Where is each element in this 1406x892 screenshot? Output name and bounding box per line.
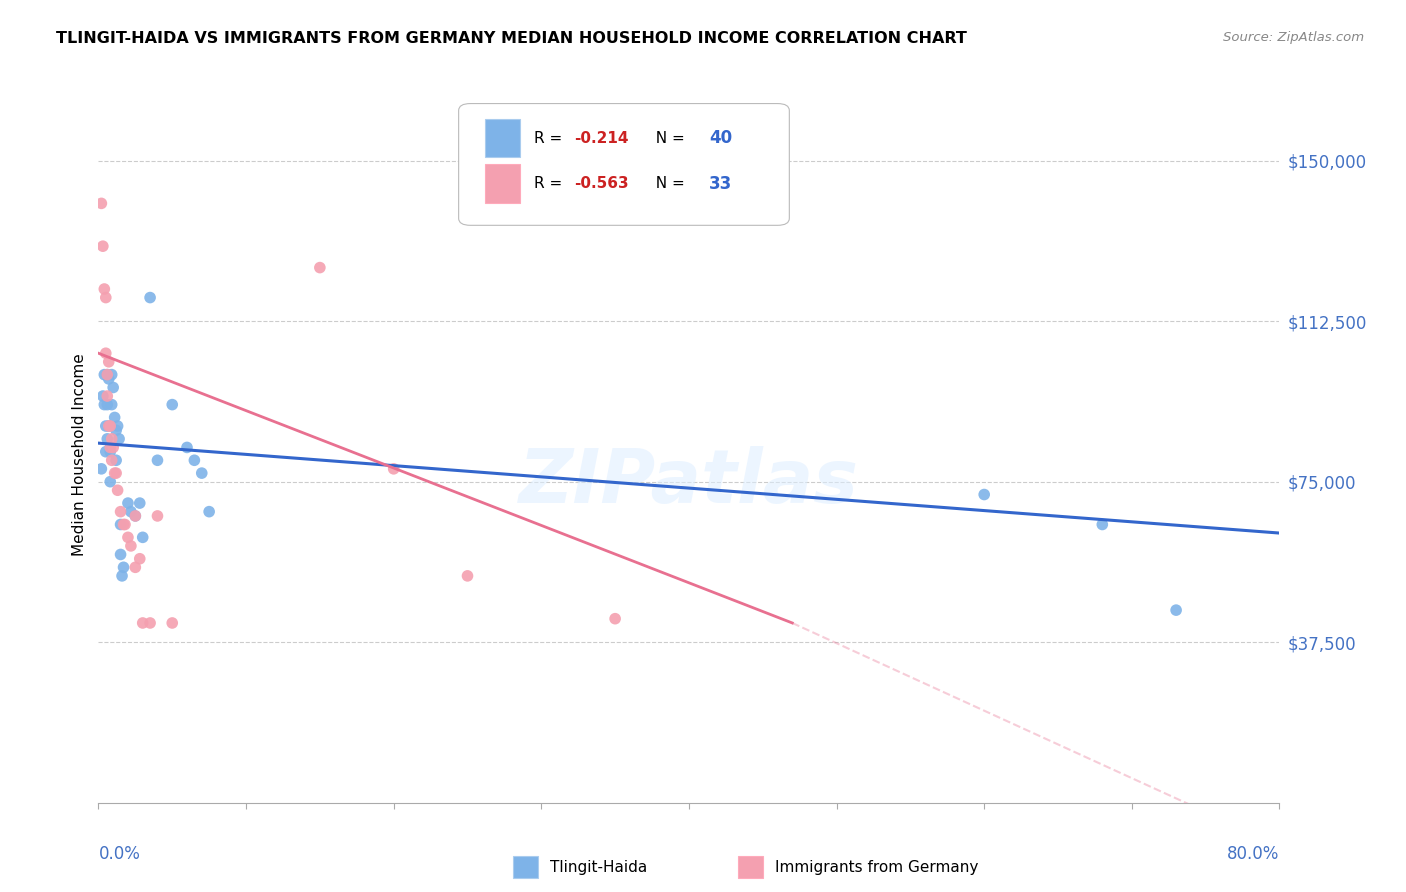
Text: 0.0%: 0.0% [98,845,141,863]
Point [98,441,121,455]
Point [146,508,169,523]
Point [110,548,132,562]
Point [162,398,183,412]
Point [90,462,112,476]
Point [98,475,121,489]
Point [96,398,118,412]
Point [128,496,150,510]
Point [146,453,169,467]
Point [120,539,142,553]
Point [100,432,122,446]
Point [198,505,221,519]
Point [108,432,131,446]
Text: R =: R = [534,131,568,146]
Point [176,441,198,455]
Point [124,508,146,523]
Y-axis label: Median Household Income: Median Household Income [72,353,87,557]
Point [973,487,995,501]
Point [105,466,128,480]
Point [162,615,183,630]
Point [104,410,127,425]
Point [97,419,120,434]
Point [94,419,117,434]
Point [112,517,135,532]
FancyBboxPatch shape [458,103,789,226]
Point [97,355,120,369]
Point [98,444,121,458]
Point [100,398,122,412]
Point [1164,603,1187,617]
Point [98,419,121,434]
Point [93,398,115,412]
Point [114,517,136,532]
Point [1091,517,1114,532]
Text: N =: N = [647,176,690,191]
Point [94,346,117,360]
Text: 33: 33 [709,175,733,193]
Text: R =: R = [534,176,568,191]
Text: -0.563: -0.563 [575,176,628,191]
Point [104,466,127,480]
Point [103,441,125,455]
Point [100,368,122,382]
Text: -0.214: -0.214 [575,131,628,146]
Point [97,372,120,386]
Text: TLINGIT-HAIDA VS IMMIGRANTS FROM GERMANY MEDIAN HOUSEHOLD INCOME CORRELATION CHA: TLINGIT-HAIDA VS IMMIGRANTS FROM GERMANY… [56,31,967,46]
Point [105,423,128,437]
Point [132,530,155,544]
Point [96,432,118,446]
Point [183,453,205,467]
Point [105,453,128,467]
Point [107,419,129,434]
Point [191,466,214,480]
Point [132,615,155,630]
Point [309,260,332,275]
Point [91,239,114,253]
Point [139,291,162,305]
Point [139,615,162,630]
Point [94,444,117,458]
Point [93,282,115,296]
Text: Tlingit-Haida: Tlingit-Haida [550,860,647,874]
Point [97,419,120,434]
Point [103,380,125,394]
Text: Immigrants from Germany: Immigrants from Germany [775,860,979,874]
Text: Source: ZipAtlas.com: Source: ZipAtlas.com [1223,31,1364,45]
Text: 40: 40 [709,129,733,147]
Text: N =: N = [647,131,690,146]
Bar [485,120,520,158]
Point [117,530,139,544]
Point [128,551,150,566]
Point [605,612,627,626]
Point [111,569,134,583]
Point [456,569,478,583]
Point [93,368,115,382]
Point [100,453,122,467]
Point [120,505,142,519]
Point [94,291,117,305]
Point [124,508,146,523]
Point [90,196,112,211]
Point [117,496,139,510]
Point [96,368,118,382]
Point [91,389,114,403]
Point [112,560,135,574]
Point [96,389,118,403]
Bar [485,164,520,202]
Point [107,483,129,498]
Point [96,368,118,382]
Point [110,505,132,519]
Text: 80.0%: 80.0% [1227,845,1279,863]
Point [382,462,405,476]
Text: ZIPatlas: ZIPatlas [519,446,859,519]
Point [124,560,146,574]
Point [110,517,132,532]
